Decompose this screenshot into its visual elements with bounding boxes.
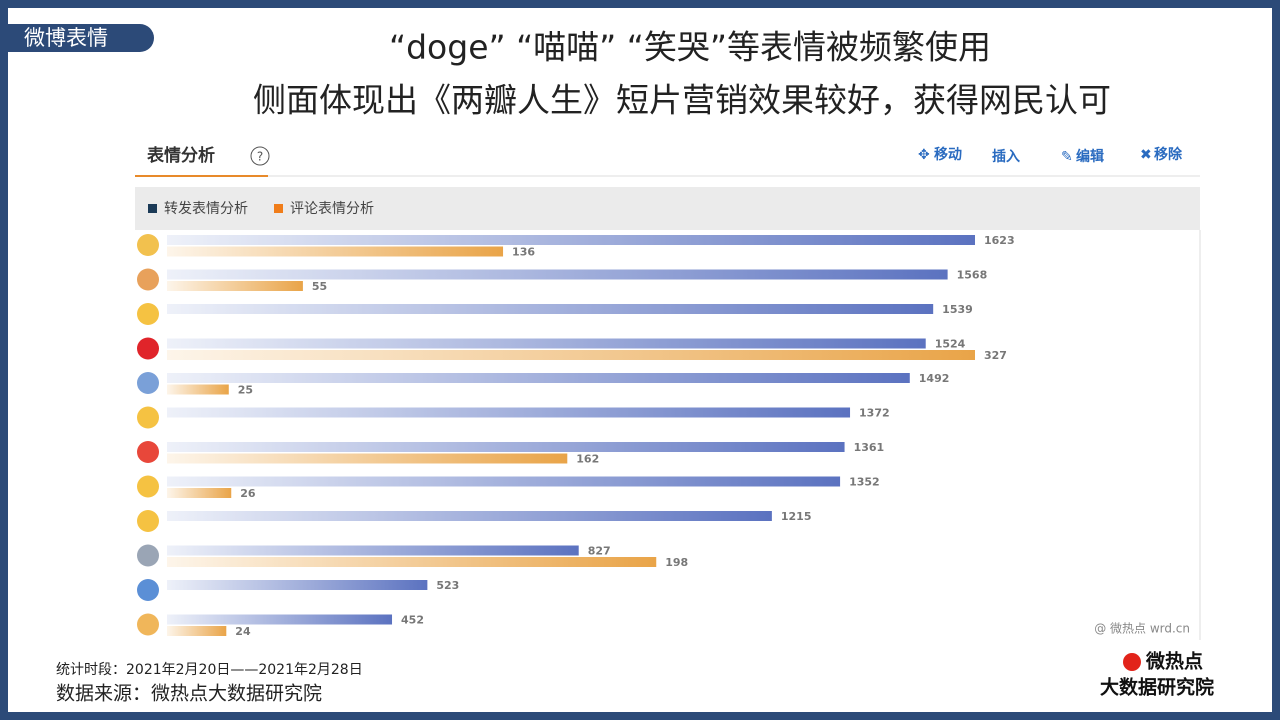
value-label: 1361: [854, 441, 885, 454]
bar: [167, 557, 657, 567]
bar: [167, 476, 841, 487]
emoji-icon: [137, 372, 159, 394]
bar: [167, 626, 227, 636]
bar: [167, 304, 934, 314]
value-label: 136: [512, 246, 535, 259]
value-label: 24: [235, 625, 251, 638]
title-line: 侧面体现出《两瓣人生》短片营销效果较好，获得网民认可: [253, 81, 1111, 120]
btn-icon: ✎: [1061, 149, 1073, 165]
value-label: 198: [665, 556, 688, 569]
emoji-icon: [137, 303, 159, 325]
widget-title: 表情分析: [147, 145, 215, 166]
button[interactable]: 移动: [934, 146, 962, 163]
bar: [167, 384, 229, 395]
bar: [167, 269, 948, 280]
value-label: 1568: [957, 269, 988, 282]
logo-icon: [1123, 653, 1141, 671]
bar: [167, 350, 975, 360]
legend-label: 评论表情分析: [290, 201, 374, 217]
bar: [167, 373, 910, 383]
bar: [167, 442, 845, 452]
help-icon[interactable]: [250, 146, 270, 166]
legend-swatch: [274, 204, 283, 213]
value-label: 1215: [781, 510, 812, 523]
legend-label: 转发表情分析: [164, 201, 248, 217]
title-line: “doge” “喵喵” “笑哭”等表情被频繁使用: [389, 28, 991, 67]
bar: [167, 281, 303, 291]
bar: [167, 580, 428, 590]
value-label: 523: [436, 579, 459, 592]
watermark: @ 微热点 wrd.cn: [1094, 622, 1190, 636]
legend-swatch: [148, 204, 157, 213]
value-label: 1372: [859, 407, 890, 420]
bar: [167, 511, 772, 521]
value-label: 827: [588, 545, 611, 558]
bar: [167, 246, 504, 257]
value-label: 452: [401, 614, 424, 627]
value-label: 1352: [849, 476, 880, 489]
bar: [167, 488, 232, 498]
bar: [167, 453, 568, 464]
value-label: 55: [312, 280, 327, 293]
value-label: 1539: [942, 303, 973, 316]
value-label: 26: [240, 487, 256, 500]
emoji-icon: [137, 337, 159, 360]
bar: [167, 614, 393, 625]
value-label: 1623: [984, 234, 1015, 247]
btn-icon: ✥: [918, 147, 930, 163]
value-label: 1492: [919, 372, 950, 385]
logo-top: 微热点: [1145, 650, 1203, 673]
bar: [167, 545, 579, 556]
emoji-icon: [137, 268, 159, 291]
emoji-icon: [137, 406, 159, 429]
emoji-icon: [137, 441, 159, 463]
emoji-icon: [137, 234, 159, 256]
help-text: ?: [257, 150, 263, 164]
bar: [167, 407, 851, 418]
emoji-icon: [137, 475, 159, 498]
logo-bottom: 大数据研究院: [1100, 676, 1214, 699]
emoji-icon: [137, 510, 159, 532]
footer-source: 数据来源：微热点大数据研究院: [56, 683, 322, 705]
emoji-icon: [137, 544, 159, 567]
emoji-icon: [137, 579, 159, 601]
legend-band: [135, 187, 1200, 230]
value-label: 162: [576, 453, 599, 466]
bar: [167, 235, 975, 245]
tag-bg: [8, 24, 154, 52]
footer-period: 统计时段：2021年2月20日——2021年2月28日: [56, 662, 363, 678]
button[interactable]: 插入: [992, 148, 1020, 165]
value-label: 1524: [935, 338, 966, 351]
bar: [167, 338, 926, 349]
value-label: 327: [984, 349, 1007, 362]
value-label: 25: [238, 384, 253, 397]
btn-icon: ✖: [1140, 147, 1152, 163]
button[interactable]: 移除: [1154, 146, 1183, 163]
slide-tag: 微博表情: [24, 26, 108, 50]
emoji-icon: [137, 613, 159, 636]
button[interactable]: 编辑: [1076, 148, 1104, 165]
